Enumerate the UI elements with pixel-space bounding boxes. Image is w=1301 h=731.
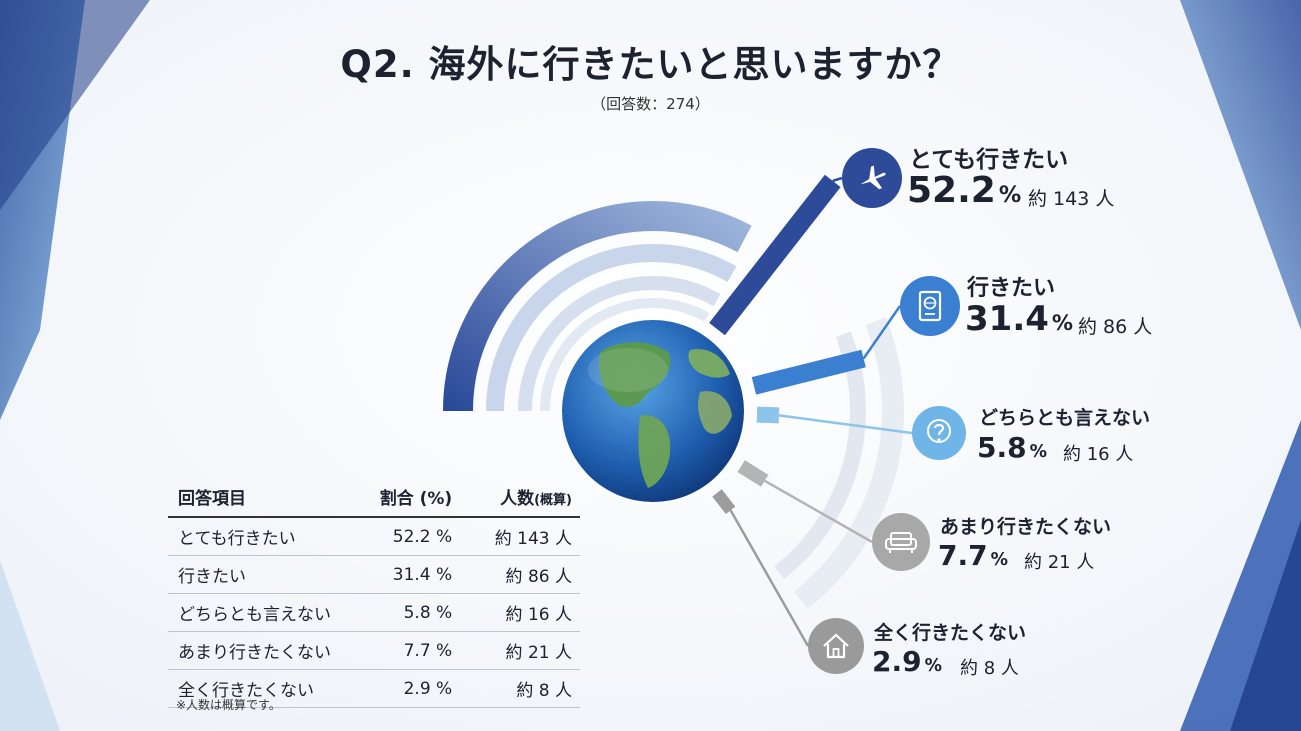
question-icon: [912, 406, 966, 460]
callout-count: 約 86 人: [1078, 316, 1153, 338]
callout-label: 全く行きたくない: [874, 622, 1027, 644]
bar-2: [751, 349, 866, 395]
table-cell-count: 約 86 人: [460, 555, 580, 594]
table-row: 全く行きたくない 2.9 % 約 8 人: [168, 669, 580, 708]
background-arc: [486, 244, 737, 412]
bar-1: [709, 174, 841, 336]
connector-line-1: [832, 176, 843, 183]
header-item: 回答項目: [168, 478, 358, 518]
table-cell-ratio: 52.2 %: [357, 517, 461, 556]
footnote: ※人数は概算です。: [176, 698, 281, 712]
connector-line-2: [862, 305, 902, 360]
sofa-icon: [872, 513, 930, 571]
table-row: どちらとも言えない 5.8 % 約 16 人: [168, 593, 580, 632]
right-top-shape: [1180, 0, 1301, 330]
table-cell-count: 約 16 人: [460, 593, 580, 632]
chart-subtitle: （回答数：274）: [591, 95, 710, 113]
table-cell-ratio: 31.4 %: [357, 555, 461, 594]
table-cell-ratio: 2.9 %: [357, 669, 461, 708]
callout-percent: 52.2%: [907, 170, 1022, 211]
callout-count: 約 8 人: [960, 658, 1019, 679]
house-icon: [808, 618, 864, 674]
passport-icon: [900, 276, 960, 336]
callout-count: 約 143 人: [1028, 188, 1115, 210]
connector-line-5: [729, 509, 810, 647]
callout-label: 行きたい: [967, 276, 1056, 301]
table-cell-item: 全く行きたくない: [168, 669, 358, 708]
header-count: 人数(概算): [460, 478, 580, 518]
table-row: 行きたい 31.4 % 約 86 人: [168, 555, 580, 594]
summary-table: 回答項目 割合 (%) 人数(概算) とても行きたい 52.2 % 約 143 …: [168, 478, 580, 708]
table-header-row: 回答項目 割合 (%) 人数(概算): [168, 478, 580, 518]
right-bottom-dark-shape: [1230, 520, 1301, 731]
callout-percent: 31.4%: [965, 299, 1074, 339]
table-cell-count: 約 8 人: [460, 669, 580, 708]
callout-label: とても行きたい: [909, 147, 1069, 173]
background-arc: [540, 298, 710, 412]
globe-icon: [555, 313, 751, 509]
table-cell-item: あまり行きたくない: [168, 631, 358, 670]
left-corner-shape: [0, 0, 150, 210]
connector-line-4: [764, 479, 873, 544]
callout-count: 約 16 人: [1063, 444, 1134, 465]
table-cell-count: 約 21 人: [460, 631, 580, 670]
bar-4: [737, 460, 769, 487]
callout-percent: 2.9%: [872, 645, 943, 678]
airplane-icon: [842, 148, 902, 208]
background-arc: [518, 276, 721, 412]
connector-line-3: [778, 414, 913, 435]
header-ratio: 割合 (%): [357, 478, 461, 518]
table-cell-ratio: 5.8 %: [357, 593, 461, 632]
table-row: とても行きたい 52.2 % 約 143 人: [168, 517, 580, 556]
table-cell-count: 約 143 人: [460, 517, 580, 556]
callout-label: あまり行きたくない: [940, 516, 1112, 538]
bar-5: [712, 489, 736, 514]
left-bottom-shape: [0, 560, 60, 731]
callout-percent: 5.8%: [977, 431, 1048, 464]
callout-percent: 7.7%: [938, 539, 1009, 572]
table-cell-item: とても行きたい: [168, 517, 358, 556]
table-cell-item: 行きたい: [168, 555, 358, 594]
outer-arc: [443, 201, 752, 412]
table-cell-item: どちらとも言えない: [168, 593, 358, 632]
table-row: あまり行きたくない 7.7 % 約 21 人: [168, 631, 580, 670]
table-cell-ratio: 7.7 %: [357, 631, 461, 670]
bar-3: [756, 406, 780, 424]
chart-title: Q2. 海外に行きたいと思いますか？: [340, 43, 961, 86]
callout-count: 約 21 人: [1024, 552, 1095, 573]
background-arc: [793, 316, 904, 609]
callout-label: どちらとも言えない: [979, 407, 1151, 429]
